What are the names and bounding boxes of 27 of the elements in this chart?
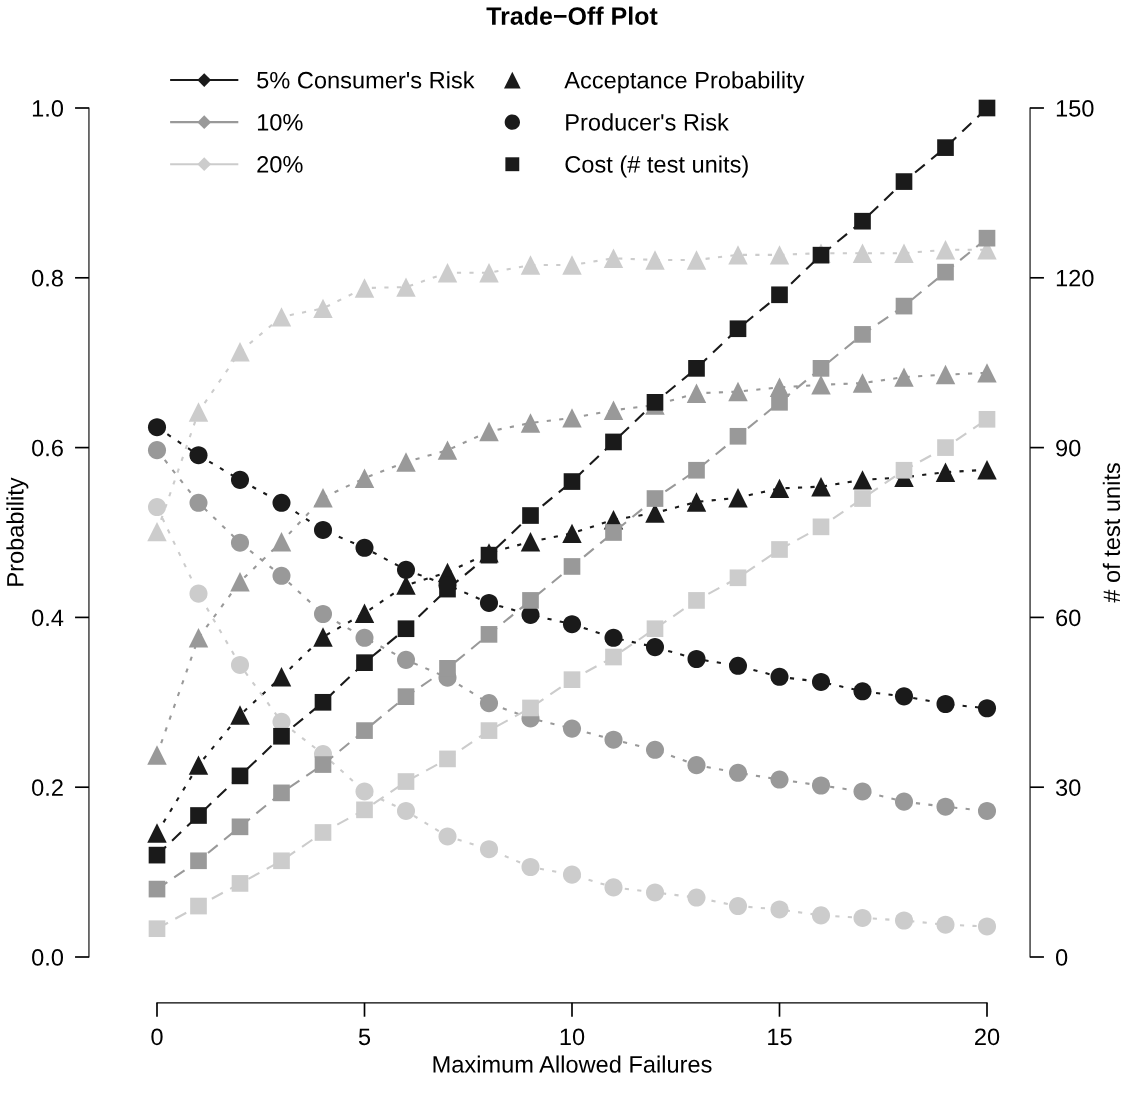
x-tick-label: 5 — [358, 1028, 371, 1046]
y-tick-label: 0.6 — [32, 439, 63, 457]
y2-tick-label: 90 — [1056, 439, 1081, 457]
y2-tick-label: 30 — [1055, 779, 1081, 796]
chart-title: Trade−Off Plot — [486, 6, 658, 25]
annotation: 10% — [257, 113, 303, 131]
x-tick-label: 10 — [560, 1028, 585, 1046]
x-tick-label: 15 — [768, 1028, 792, 1046]
x-tick-label: 0 — [151, 1028, 163, 1046]
y2-tick-label: 0 — [1055, 949, 1068, 966]
x-axis-title: Maximum Allowed Failures — [433, 1055, 712, 1073]
annotation: Producer's Risk — [566, 113, 729, 131]
y-tick-label: 0.4 — [32, 609, 64, 627]
y-tick-label: 0.0 — [32, 949, 64, 966]
y2-tick-label: 60 — [1056, 609, 1081, 627]
text: 5% Consumer's Risk — [257, 71, 475, 89]
y-tick-label: 1.0 — [32, 100, 64, 117]
y-axis-title: Probability — [6, 477, 29, 586]
x-tick-label: 20 — [975, 1028, 1000, 1046]
text: Acceptance Probability — [564, 71, 805, 94]
y-tick-label: 0.8 — [32, 269, 63, 287]
annotation: 20% — [257, 156, 303, 173]
y2-axis-title: # of test units — [1102, 463, 1121, 603]
y2-tick-label: 120 — [1056, 269, 1094, 287]
annotation: Cost (# test units) — [565, 155, 748, 178]
y2-tick-label: 150 — [1056, 100, 1094, 117]
y-tick-label: 0.2 — [32, 779, 63, 796]
